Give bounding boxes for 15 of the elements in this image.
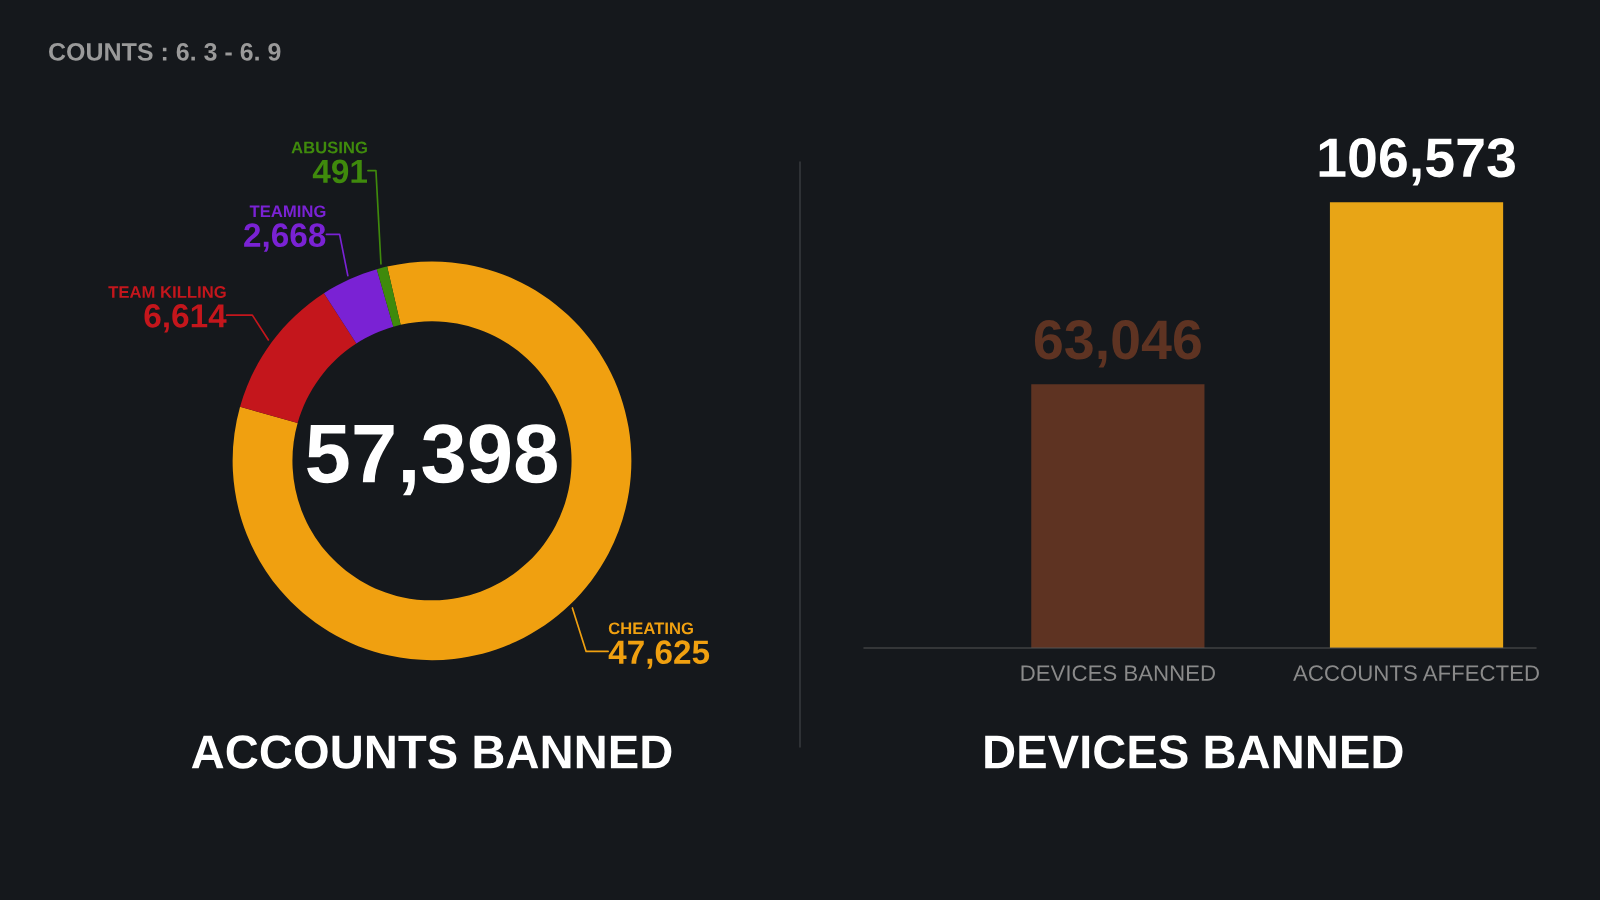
slice-label: ABUSING	[291, 141, 367, 154]
data-label: 106,573	[1319, 138, 1515, 186]
slice-label: CHEATING	[608, 622, 693, 635]
text: COUNTS : 6. 3 - 6. 9	[49, 43, 281, 61]
slice-label: TEAMING	[249, 205, 326, 218]
slice-label: TEAM KILLING	[108, 286, 226, 298]
text: 57,398	[307, 424, 557, 496]
data-label: 6,614	[144, 304, 227, 333]
data-label: 63,046	[1034, 320, 1201, 368]
x-tick-label: ACCOUNTS AFFECTED	[1293, 665, 1539, 681]
text: DEVICES BANNED	[985, 735, 1403, 769]
data-label: 2,668	[244, 223, 326, 252]
data-label: 491	[312, 159, 368, 184]
text: ACCOUNTS BANNED	[191, 735, 672, 769]
data-label: 47,625	[608, 640, 710, 669]
